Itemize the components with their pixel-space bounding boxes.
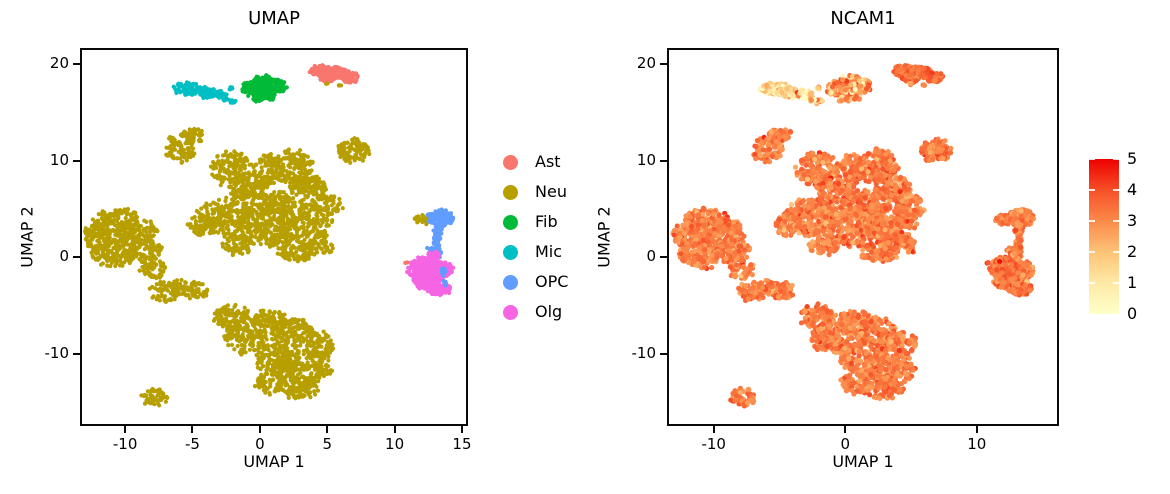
x-tick-mark [460, 426, 463, 433]
y-tick-mark [660, 159, 667, 162]
colorbar-tick-dash [1089, 220, 1095, 222]
x-tick-mark [191, 426, 194, 433]
legend-item-mic: Mic [503, 237, 613, 267]
colorbar-tick-label: 3 [1127, 211, 1138, 230]
colorbar-tick-dash [1113, 220, 1119, 222]
legend-label: Mic [535, 242, 563, 261]
x-tick-label: 15 [452, 435, 472, 453]
colorbar-tick-dash [1113, 251, 1119, 253]
colorbar-tick-label: 2 [1127, 242, 1138, 261]
colorbar-tick-label: 0 [1127, 304, 1138, 323]
y-tick-label: 20 [49, 54, 69, 73]
colorbar-tick-dash [1089, 251, 1095, 253]
legend-label: Neu [535, 182, 567, 201]
x-tick-label: 10 [967, 435, 987, 453]
x-tick-mark [844, 426, 847, 433]
colorbar-tick-label: 4 [1127, 180, 1138, 199]
x-tick-label: -10 [701, 435, 726, 453]
x-tick-mark [393, 426, 396, 433]
cluster-legend: Ast Neu Fib Mic OPC Olg [503, 147, 613, 327]
ncam1-y-axis-label: UMAP 2 [594, 206, 614, 268]
colorbar-tick-dash [1089, 189, 1095, 191]
y-tick-label: 10 [636, 150, 656, 169]
legend-item-fib: Fib [503, 207, 613, 237]
colorbar-tick-dash [1089, 282, 1095, 284]
legend-swatch-opc [503, 274, 518, 290]
x-tick-label: -10 [112, 435, 138, 453]
y-tick-mark [73, 63, 80, 66]
x-tick-label: -5 [184, 435, 200, 453]
legend-swatch-fib [503, 214, 518, 230]
legend-label: Ast [535, 152, 561, 171]
y-tick-mark [660, 256, 667, 259]
y-tick-mark [73, 256, 80, 259]
colorbar-tick-dash [1089, 158, 1095, 160]
legend-label: OPC [535, 272, 569, 291]
x-tick-label: 0 [255, 435, 265, 453]
y-tick-label: -10 [631, 343, 657, 362]
y-tick-label: 0 [646, 247, 656, 266]
umap-y-axis-label: UMAP 2 [17, 206, 37, 268]
x-tick-mark [258, 426, 261, 433]
legend-item-opc: OPC [503, 267, 613, 297]
x-tick-mark [124, 426, 127, 433]
y-tick-mark [73, 352, 80, 355]
legend-item-olg: Olg [503, 297, 613, 327]
colorbar-tick-label: 1 [1127, 273, 1138, 292]
legend-label: Fib [535, 212, 558, 231]
y-tick-mark [660, 352, 667, 355]
colorbar-tick-dash [1113, 189, 1119, 191]
colorbar-tick-dash [1113, 158, 1119, 160]
x-tick-label: 10 [385, 435, 405, 453]
y-tick-label: 20 [636, 54, 656, 73]
legend-swatch-ast [503, 154, 518, 170]
x-tick-mark [975, 426, 978, 433]
x-tick-mark [326, 426, 329, 433]
ncam1-plot-area [667, 48, 1059, 426]
ncam1-scatter-canvas [669, 50, 1057, 424]
umap-x-axis-label: UMAP 1 [243, 452, 305, 471]
umap-scatter-canvas [82, 50, 466, 424]
legend-item-neu: Neu [503, 177, 613, 207]
x-tick-label: 5 [322, 435, 332, 453]
legend-item-ast: Ast [503, 147, 613, 177]
expression-colorbar [1089, 159, 1119, 314]
ncam1-panel-title: NCAM1 [830, 8, 896, 29]
y-tick-mark [660, 63, 667, 66]
colorbar-tick-dash [1113, 282, 1119, 284]
legend-swatch-mic [503, 244, 518, 260]
x-tick-label: 0 [840, 435, 850, 453]
legend-swatch-neu [503, 184, 518, 200]
y-tick-label: 0 [59, 247, 69, 266]
y-tick-label: -10 [44, 343, 70, 362]
legend-swatch-olg [503, 304, 518, 320]
legend-label: Olg [535, 302, 563, 321]
ncam1-x-axis-label: UMAP 1 [832, 452, 894, 471]
umap-plot-area [80, 48, 468, 426]
umap-panel-title: UMAP [248, 8, 300, 29]
colorbar-tick-label: 5 [1127, 149, 1138, 168]
y-tick-mark [73, 159, 80, 162]
y-tick-label: 10 [49, 150, 69, 169]
x-tick-mark [712, 426, 715, 433]
